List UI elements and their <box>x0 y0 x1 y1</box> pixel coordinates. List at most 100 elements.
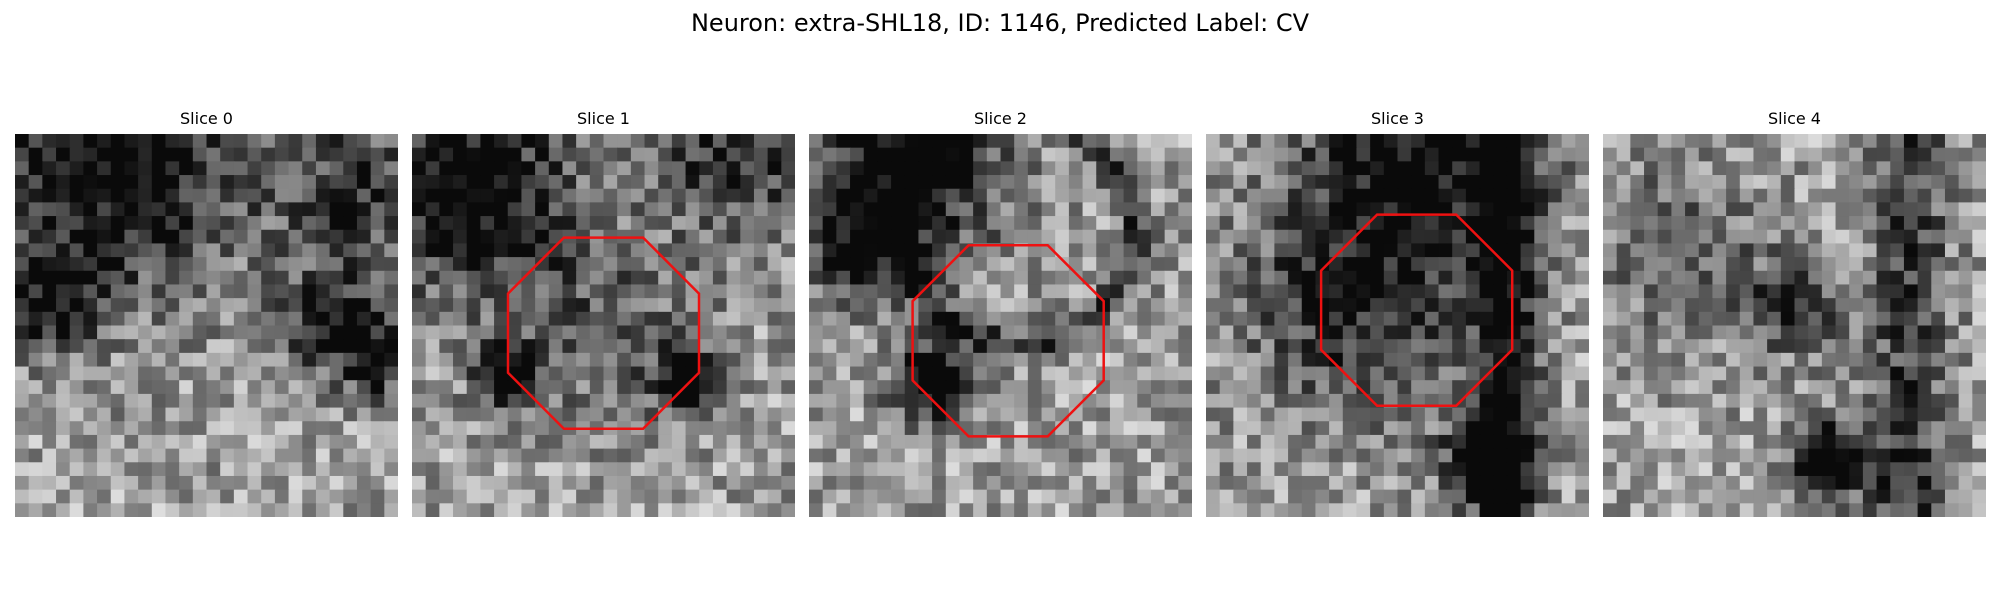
pixel <box>1685 380 1699 394</box>
pixel <box>412 367 426 381</box>
pixel <box>809 380 823 394</box>
pixel <box>686 312 700 326</box>
pixel <box>1617 476 1631 490</box>
pixel <box>1822 161 1836 175</box>
pixel <box>946 216 960 230</box>
pixel <box>15 380 29 394</box>
pixel <box>1137 394 1151 408</box>
pixel <box>316 230 330 244</box>
pixel <box>918 449 932 463</box>
pixel <box>1042 490 1056 504</box>
pixel <box>275 476 289 490</box>
pixel <box>1493 175 1507 189</box>
pixel <box>1630 298 1644 312</box>
pixel <box>973 367 987 381</box>
pixel <box>1521 490 1535 504</box>
pixel <box>1137 271 1151 285</box>
pixel <box>891 421 905 435</box>
pixel <box>1302 435 1316 449</box>
pixel <box>576 243 590 257</box>
pixel <box>1110 367 1124 381</box>
pixel <box>439 408 453 422</box>
pixel <box>809 257 823 271</box>
pixel <box>1288 503 1302 517</box>
pixel <box>1767 257 1781 271</box>
pixel <box>1740 339 1754 353</box>
pixel <box>1890 202 1904 216</box>
pixel <box>1753 298 1767 312</box>
pixel <box>1493 449 1507 463</box>
pixel <box>56 175 70 189</box>
pixel <box>1124 243 1138 257</box>
pixel <box>1274 476 1288 490</box>
pixel <box>590 394 604 408</box>
pixel <box>1014 312 1028 326</box>
pixel <box>1822 353 1836 367</box>
pixel <box>467 230 481 244</box>
pixel <box>1398 216 1412 230</box>
pixel <box>207 380 221 394</box>
pixel <box>1890 326 1904 340</box>
pixel <box>1562 230 1576 244</box>
pixel <box>1384 216 1398 230</box>
pixel <box>658 202 672 216</box>
pixel <box>1671 449 1685 463</box>
pixel <box>1931 435 1945 449</box>
pixel <box>973 161 987 175</box>
pixel <box>1370 148 1384 162</box>
pixel <box>248 380 262 394</box>
pixel <box>467 380 481 394</box>
pixel <box>234 476 248 490</box>
pixel <box>1315 476 1329 490</box>
pixel <box>453 271 467 285</box>
pixel <box>1124 326 1138 340</box>
pixel <box>1425 312 1439 326</box>
pixel <box>754 339 768 353</box>
pixel <box>453 408 467 422</box>
pixel <box>1165 284 1179 298</box>
pixel <box>535 435 549 449</box>
pixel <box>1493 202 1507 216</box>
pixel <box>508 503 522 517</box>
pixel <box>1712 367 1726 381</box>
pixel <box>1480 230 1494 244</box>
pixel <box>207 189 221 203</box>
slice-4-title: Slice 4 <box>1603 108 1986 130</box>
pixel <box>1014 367 1028 381</box>
pixel <box>1069 312 1083 326</box>
pixel <box>658 421 672 435</box>
pixel <box>302 243 316 257</box>
pixel <box>56 367 70 381</box>
pixel <box>1001 353 1015 367</box>
pixel <box>165 189 179 203</box>
pixel <box>617 298 631 312</box>
pixel <box>740 271 754 285</box>
pixel <box>1110 312 1124 326</box>
pixel <box>316 408 330 422</box>
pixel <box>1083 490 1097 504</box>
pixel <box>1575 175 1589 189</box>
pixel <box>1603 353 1617 367</box>
pixel <box>1630 148 1644 162</box>
pixel <box>809 216 823 230</box>
pixel <box>686 326 700 340</box>
pixel <box>508 462 522 476</box>
pixel <box>1001 380 1015 394</box>
pixel <box>1918 326 1932 340</box>
pixel <box>1247 435 1261 449</box>
pixel <box>877 353 891 367</box>
pixel <box>576 134 590 148</box>
pixel <box>836 257 850 271</box>
pixel <box>1849 503 1863 517</box>
pixel <box>1384 435 1398 449</box>
pixel <box>316 202 330 216</box>
pixel <box>1685 216 1699 230</box>
pixel <box>1137 449 1151 463</box>
pixel <box>1178 326 1192 340</box>
pixel <box>316 462 330 476</box>
pixel <box>973 271 987 285</box>
pixel <box>562 408 576 422</box>
pixel <box>1507 394 1521 408</box>
pixel <box>1014 161 1028 175</box>
pixel <box>1562 421 1576 435</box>
